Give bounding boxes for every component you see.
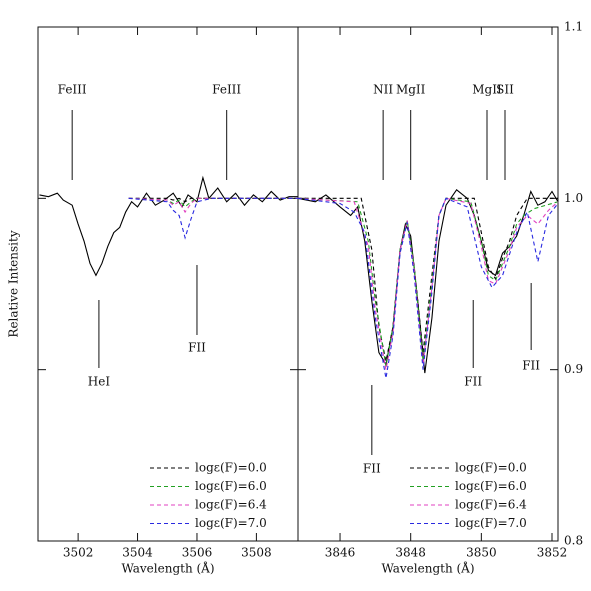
line-label: FII [188,341,206,355]
line-label: FII [363,462,381,476]
spectrum-line [128,197,298,214]
spectrum-line [297,197,559,379]
legend-label: logε(F)=7.0 [455,516,527,530]
x-tick-label: 3852 [537,546,568,560]
line-label: FII [464,375,482,389]
legend-label: logε(F)=0.0 [195,461,267,475]
legend-label: logε(F)=7.0 [195,516,267,530]
legend-label: logε(F)=6.0 [195,479,267,493]
line-label: FII [522,359,540,373]
y-tick-label: 1.1 [564,20,583,34]
x-tick-label: 3508 [241,546,272,560]
plot-frame [297,26,559,542]
spectrum-line [128,197,298,240]
y-tick-label: 1.0 [564,191,583,205]
line-label: NII [373,83,393,97]
spectrum-line [297,197,559,370]
x-tick-label: 3848 [395,546,426,560]
line-label: HeI [88,375,111,389]
spectrum-line [39,175,298,277]
x-tick-label: 3846 [325,546,356,560]
x-tick-label: 3502 [63,546,94,560]
line-label: FeIII [58,83,87,97]
x-tick-label: 3506 [182,546,213,560]
spectrum-line [297,197,559,367]
x-axis-label: Wavelength (Å) [121,561,214,576]
x-axis-label: Wavelength (Å) [381,561,474,576]
line-label: FeIII [212,83,241,97]
legend-label: logε(F)=6.0 [455,479,527,493]
legend-label: logε(F)=0.0 [455,461,527,475]
spectrum-line [297,197,558,362]
x-tick-label: 3850 [466,546,497,560]
y-tick-label: 0.8 [564,534,583,548]
legend-label: logε(F)=6.4 [195,498,267,512]
spectrum-line [297,188,559,374]
legend-label: logε(F)=6.4 [455,498,527,512]
line-label: SII [496,83,514,97]
x-tick-label: 3504 [122,546,153,560]
line-label: MgII [472,83,502,97]
line-label: MgII [396,83,426,97]
y-tick-label: 0.9 [564,362,583,376]
y-axis-label: Relative Intensity [7,230,21,337]
